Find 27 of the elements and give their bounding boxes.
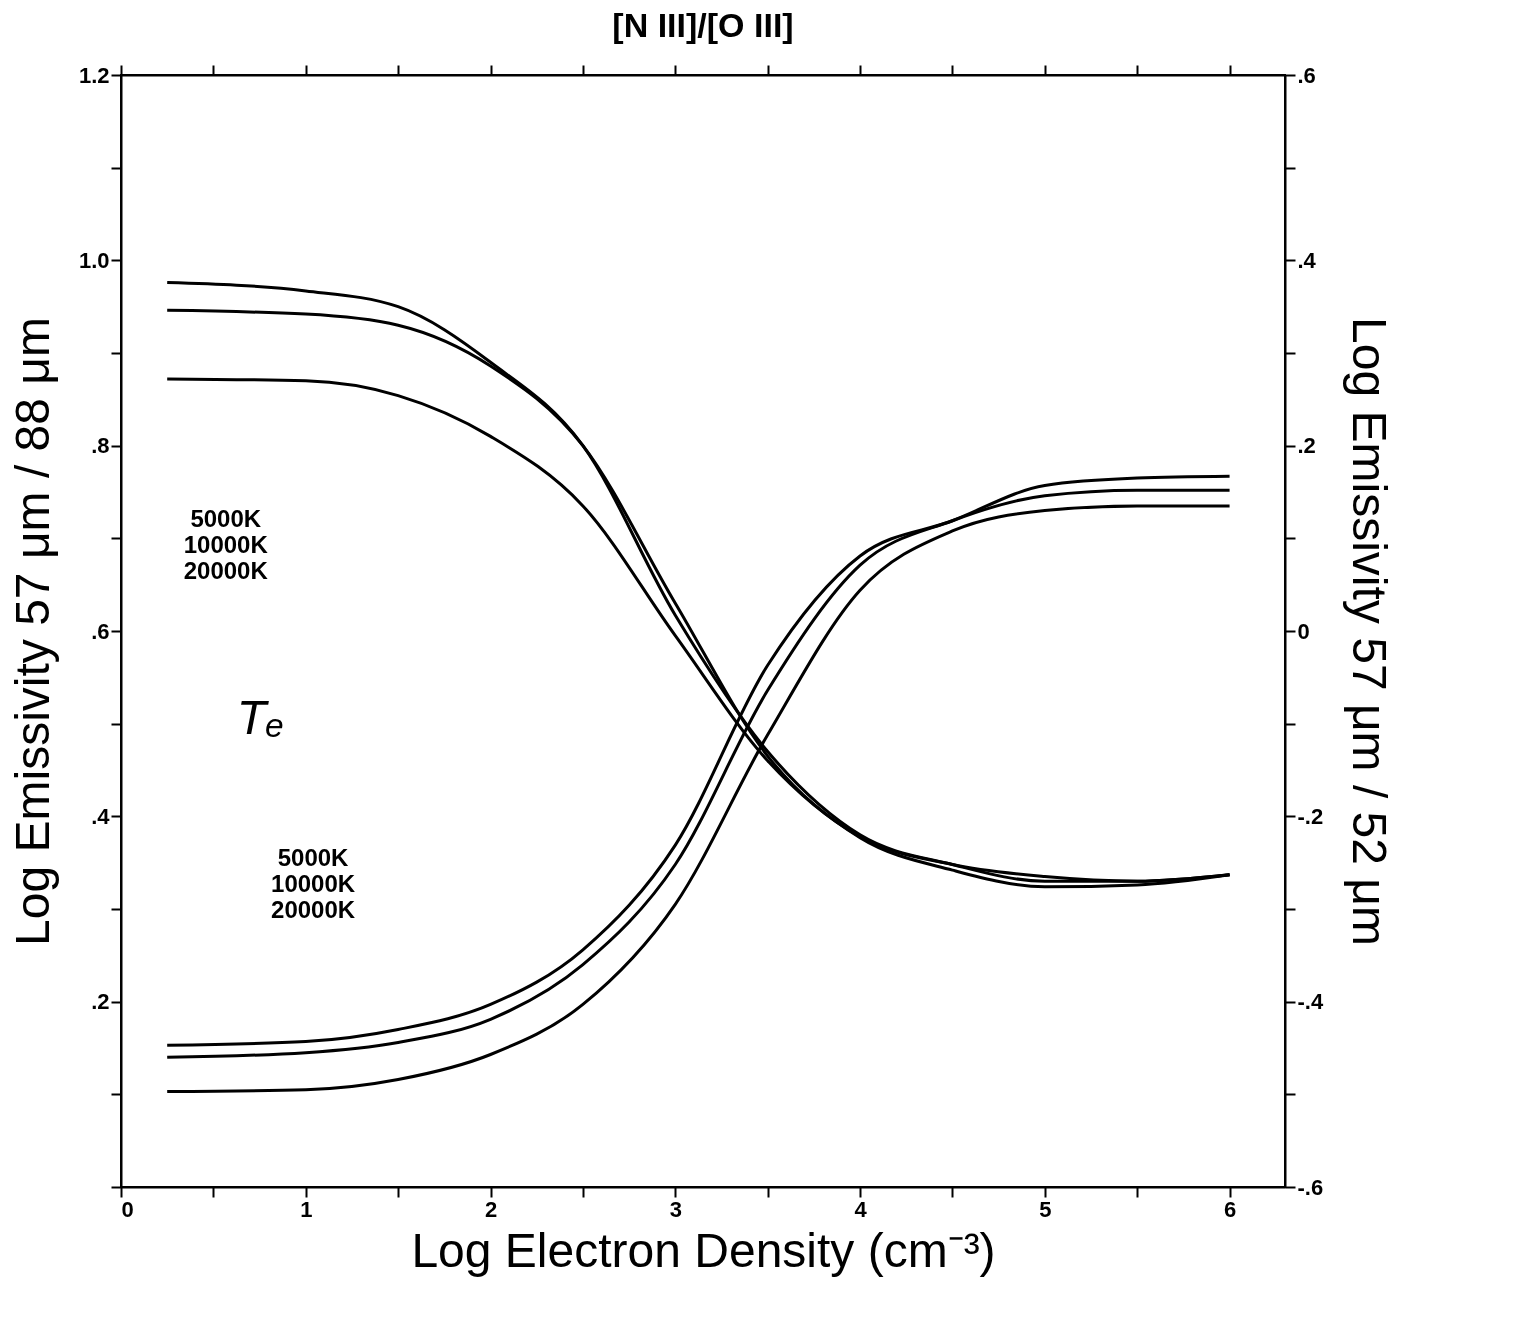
x-tick-label: 0	[121, 1196, 134, 1222]
x-tick-label: 3	[669, 1196, 682, 1222]
y-tick-label: 1.0	[78, 247, 110, 273]
x-tick-label: 1	[300, 1196, 313, 1222]
chart-title: [N III]/[O III]	[612, 6, 794, 44]
y-tick-label: .2	[91, 989, 110, 1015]
y2-tick-label: -.2	[1297, 803, 1324, 829]
x-axis-title: Log Electron Density (cm⁻³)	[411, 1223, 996, 1277]
y2-tick-label: -.4	[1297, 989, 1324, 1015]
y-tick-label: .8	[91, 433, 110, 459]
annotation: 5000K 10000K 20000K	[183, 504, 269, 584]
y2-tick-label: -.6	[1297, 1174, 1324, 1200]
y-tick-label: .4	[91, 803, 111, 829]
y2-axis-title: Log Emissivity 57 μm / 52 μm	[1343, 317, 1397, 946]
annotation: 5000K 10000K 20000K	[271, 843, 356, 923]
y2-tick-label: .4	[1297, 247, 1317, 273]
annotation: Tₑ	[236, 690, 285, 744]
y-tick-label: .6	[91, 618, 110, 644]
x-tick-label: 2	[484, 1196, 498, 1222]
y2-tick-label: .6	[1297, 62, 1316, 88]
x-tick-label: 4	[854, 1196, 868, 1222]
y-axis-title: Log Emissivity 57 μm / 88 μm	[5, 317, 59, 946]
x-tick-label: 6	[1223, 1196, 1237, 1222]
y2-tick-label: .2	[1297, 433, 1316, 459]
x-tick-label: 5	[1039, 1196, 1052, 1222]
y2-tick-label: 0	[1297, 618, 1310, 644]
y-tick-label: 1.2	[78, 62, 110, 88]
